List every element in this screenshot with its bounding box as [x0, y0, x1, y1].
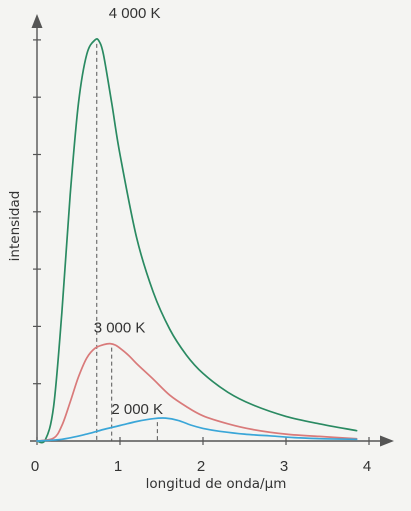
x-tick-label: 1 [114, 458, 122, 475]
axes [30, 14, 394, 447]
x-ticks [36, 437, 370, 445]
y-ticks [33, 39, 41, 385]
x-axis-arrow [380, 435, 394, 447]
series-label: 4 000 K [109, 5, 161, 22]
series-group [36, 38, 358, 444]
series-labels: 4 000 K 3 000 K 2 000 K [94, 5, 163, 418]
series-label: 2 000 K [111, 401, 163, 418]
x-tick-label: 2 [197, 458, 205, 475]
x-tick-labels: 0 1 2 3 4 [31, 458, 371, 475]
x-axis-title: longitud de onda/μm [146, 476, 287, 492]
series-line [36, 342, 358, 442]
y-axis-title: intensidad [7, 191, 23, 262]
series-line [36, 417, 358, 442]
x-tick-label: 4 [363, 458, 371, 475]
series-line [36, 38, 358, 444]
series-label: 3 000 K [94, 320, 146, 337]
x-tick-label: 0 [31, 458, 39, 475]
x-tick-label: 3 [280, 458, 288, 475]
y-axis-arrow [31, 14, 43, 28]
